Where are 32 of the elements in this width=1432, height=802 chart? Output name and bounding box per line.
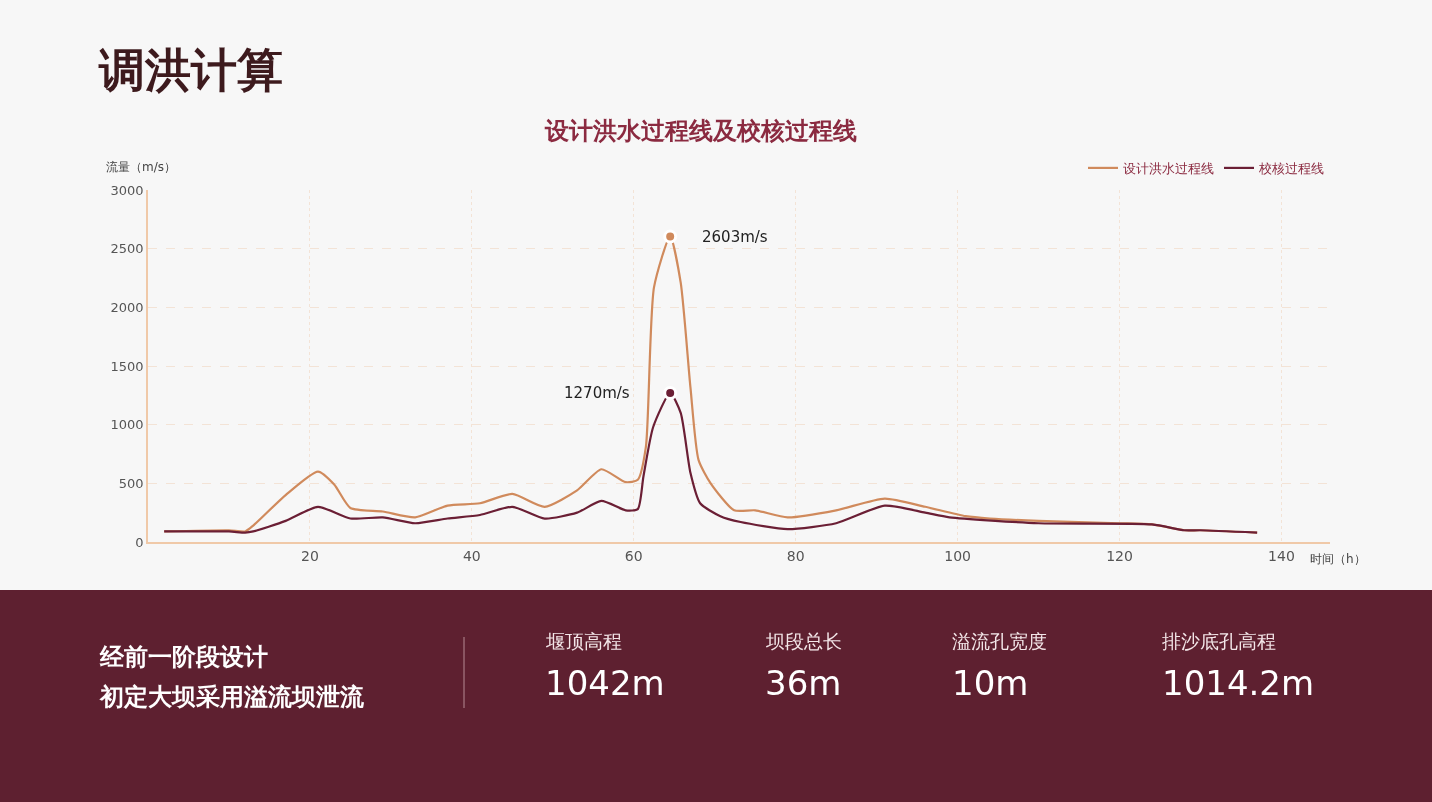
x-tick-label: 60 bbox=[624, 547, 643, 564]
text: 排沙底孔高程 bbox=[1162, 630, 1276, 652]
chart-title: 调洪计算 bbox=[98, 43, 283, 97]
text: 1014.2m bbox=[1162, 663, 1315, 703]
annotation: 1270m/s bbox=[564, 384, 630, 402]
text: 36m bbox=[765, 663, 842, 703]
y-tick-label: 1500 bbox=[110, 358, 144, 374]
text: 坝段总长 bbox=[765, 630, 842, 652]
x-tick-label: 40 bbox=[462, 547, 481, 564]
text: 10m bbox=[952, 663, 1029, 703]
text: 初定大坝采用溢流坝泄流 bbox=[99, 682, 365, 711]
x-tick-label: 100 bbox=[944, 547, 971, 564]
text: 溢流孔宽度 bbox=[952, 630, 1047, 652]
x-tick-label: 120 bbox=[1106, 547, 1133, 564]
y-tick-label: 500 bbox=[118, 475, 144, 491]
y-tick-label: 2500 bbox=[110, 241, 144, 257]
y-tick-label: 3000 bbox=[110, 182, 144, 198]
x-axis-title: 时间（h） bbox=[1310, 552, 1366, 566]
text: 经前一阶段设计 bbox=[99, 642, 268, 671]
annotation: 2603m/s bbox=[702, 228, 768, 246]
legend-label: 设计洪水过程线 bbox=[1123, 160, 1214, 176]
text: 1042m bbox=[545, 663, 665, 703]
x-tick-label: 20 bbox=[301, 547, 319, 564]
y-tick-label: 2000 bbox=[110, 299, 144, 315]
legend-label: 校核过程线 bbox=[1258, 160, 1324, 176]
chart-subtitle: 设计洪水过程线及校核过程线 bbox=[544, 116, 857, 145]
x-tick-label: 80 bbox=[786, 547, 805, 564]
text: 堰顶高程 bbox=[545, 630, 622, 652]
y-tick-label: 0 bbox=[135, 534, 144, 550]
y-axis-title: 流量（m/s） bbox=[106, 160, 176, 174]
y-tick-label: 1000 bbox=[110, 417, 144, 433]
x-tick-label: 140 bbox=[1268, 547, 1295, 564]
